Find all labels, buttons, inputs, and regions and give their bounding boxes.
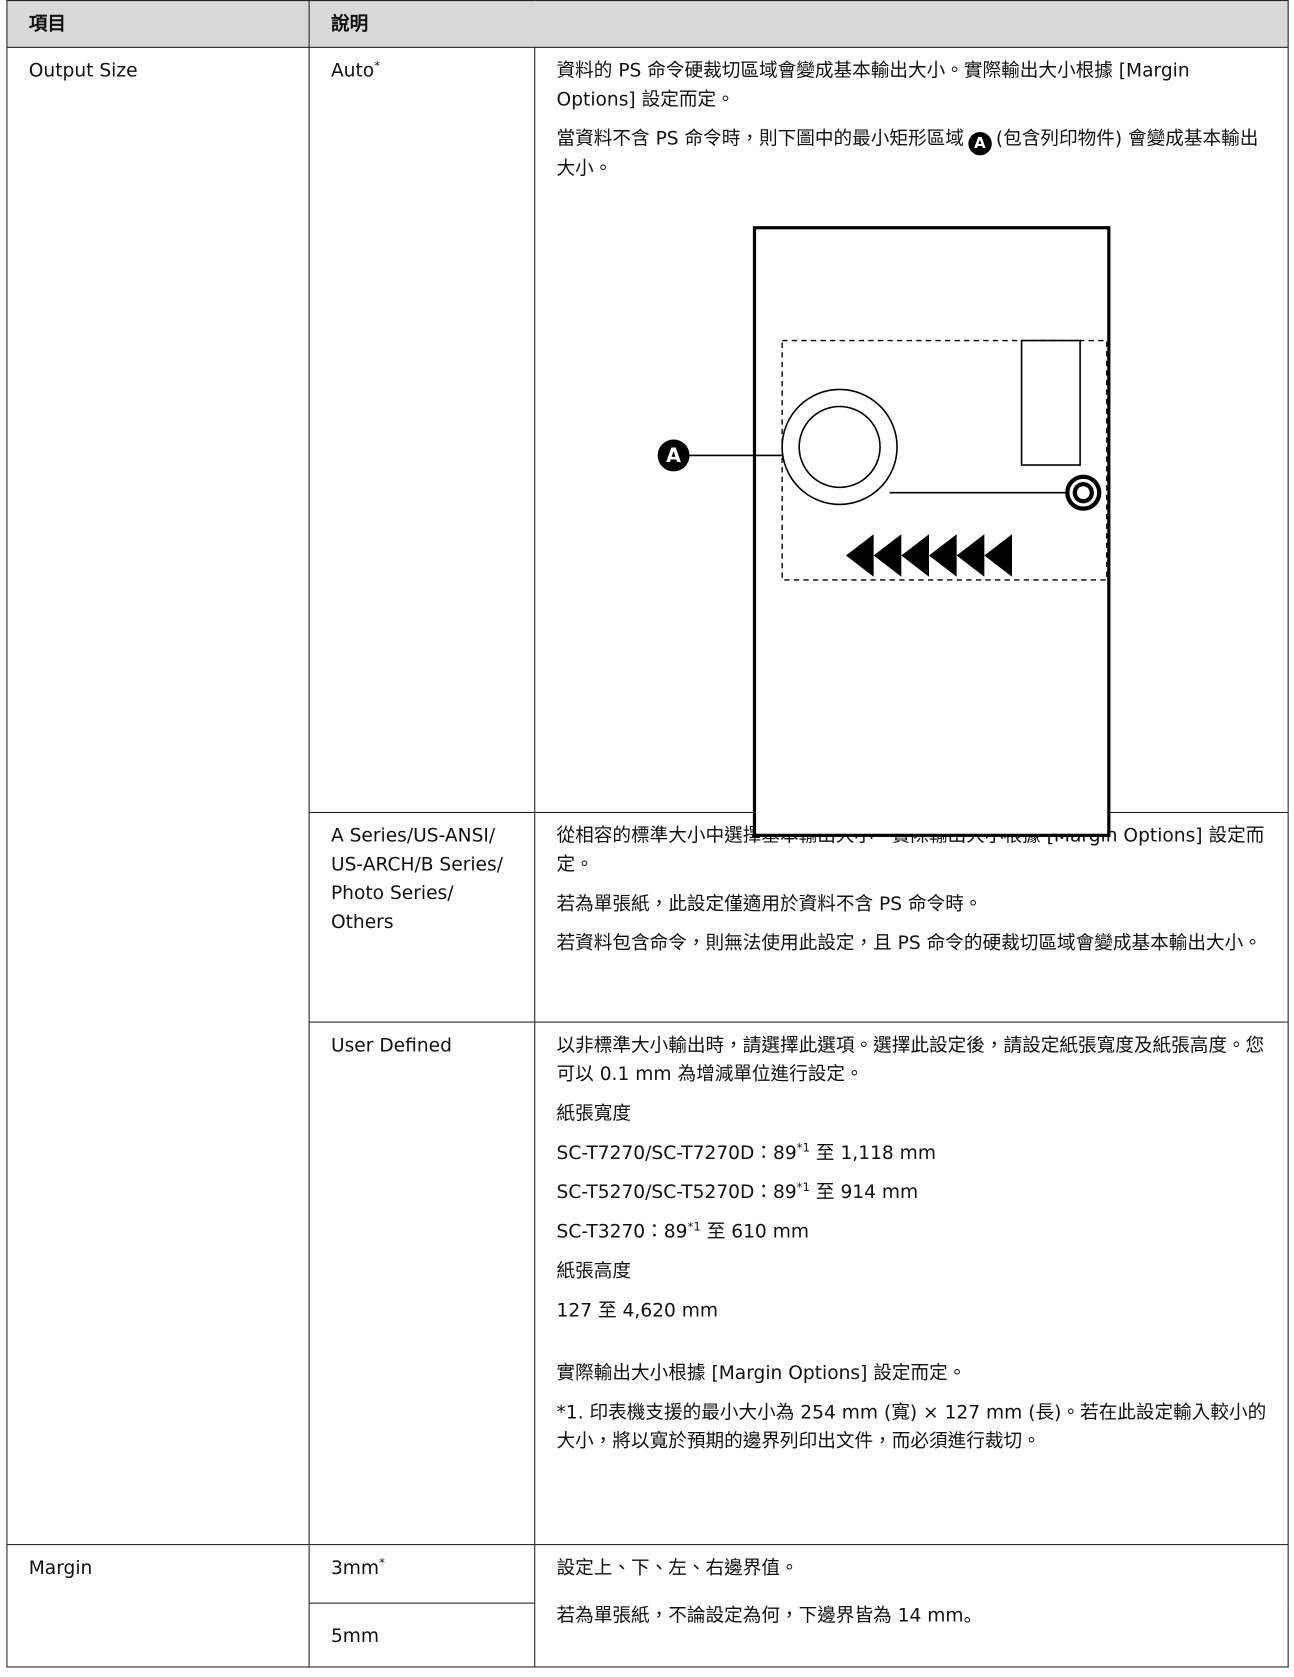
text: (包含列印物件) 會變成基本輸出大小。 [556,128,1259,180]
option-line: Others [330,911,394,934]
paragraph: SC-T7270/SC-T7270D：89*1 至 1,118 mm [557,1140,1267,1169]
circle [798,405,881,489]
paragraph: 紙張寬度 [556,1103,632,1125]
paragraph: 127 至 4,620 mm [556,1300,719,1322]
paragraph: 紙張高度 [556,1261,632,1283]
option-line: A Series/US-ANSI/ [330,825,496,848]
option-line: US-ARCH/B Series/ [330,854,503,876]
text: 至 610 mm [700,1221,809,1243]
paragraph: 當資料不含 PS 命令時，則下圖中的最小矩形區域 A (包含列印物件) 會變成基本輸… [557,126,1267,185]
text: SC-T5270/SC-T5270D：89 [556,1182,797,1204]
row: 5mm [7,1602,1288,1668]
header-cell: 說明 [308,0,1289,48]
footnote-ref: *1 [796,1140,810,1155]
default-mark: * [374,58,381,73]
option: 3mm [330,1557,380,1580]
option-cell: A Series/US-ANSI/ US-ARCH/B Series/ Phot… [308,811,536,1023]
header-row: 項目 說明 [6,0,1289,48]
option-line: Photo Series/ [330,883,454,905]
paper [752,226,1111,837]
paragraph: SC-T5270/SC-T5270D：89*1 至 914 mm [557,1179,1267,1208]
item-cell: Margin [6,1544,310,1668]
footnote-ref: *1 [687,1219,701,1234]
paragraph: SC-T3270：89*1 至 610 mm [557,1218,1267,1247]
diagram: A [657,226,1111,837]
text: SC-T3270：89 [556,1221,688,1243]
description-cell: 以非標準大小輸出時，請選擇此選項。選擇此設定後，請設定紙張寬度及紙張高度。您可以… [534,1021,1289,1546]
text: SC-T7270/SC-T7270D：89 [556,1142,797,1165]
circle [781,388,898,506]
text: 至 1,118 mm [809,1142,936,1165]
default-mark: * [379,1555,385,1570]
row: A Series/US-ANSI/ US-ARCH/B Series/ Phot… [7,811,1289,1023]
print-area [781,339,1108,581]
paragraph: 資料的 PS 命令硬裁切區域會變成基本輸出大小。實際輸出大小根據 [Margin… [556,60,1190,111]
option-cell: 3mm* [308,1544,536,1604]
paragraph: 若為單張紙，不論設定為何，下邊界皆為 14 mm。 [556,1605,983,1628]
item-cell: Output Size [6,46,310,1546]
rectangle [1020,339,1081,466]
marker-circle [657,439,690,472]
paragraph: 若為單張紙，此設定僅適用於資料不含 PS 命令時。 [556,893,983,916]
footnote-ref: *1 [796,1180,810,1195]
paragraph: 若資料包含命令，則無法使用此設定，且 PS 命令的硬裁切區域會變成基本輸出大小。 [556,933,1262,955]
paragraph: 實際輸出大小根據 [Margin Options] 設定而定。 [556,1363,967,1385]
header-cell: 項目 [6,0,310,48]
text: 當資料不含 PS 命令時，則下圖中的最小矩形區域 [556,128,964,151]
option-cell: Auto* [308,46,536,814]
row: User Defined 以非標準大小輸出時，請選擇此選項。選擇此設定後，請設定… [7,1021,1289,1546]
text: 至 914 mm [809,1182,919,1204]
paragraph: 設定上、下、左、右邊界值。 [556,1557,799,1580]
row: Margin 3mm* 設定上、下、左、右邊界值。 若為單張紙，不論設定為何，下… [6,1544,1289,1668]
arrows [845,534,1012,577]
option: Auto [330,60,375,82]
marker: A [968,131,992,156]
paragraph: 以非標準大小輸出時，請選擇此選項。選擇此設定後，請設定紙張寬度及紙張高度。您可以… [556,1035,1265,1086]
footnote: *1. 印表機支援的最小大小為 254 mm (寬) × 127 mm (長)。… [556,1402,1267,1453]
description-cell: 從相容的標準大小中選擇基本輸出大小。實際輸出大小根據 [Margin Optio… [534,811,1289,1023]
option-cell: 5mm [308,1602,536,1668]
ring [1076,486,1090,500]
option-cell: User Defined [308,1021,536,1546]
description-cell: 設定上、下、左、右邊界值。 若為單張紙，不論設定為何，下邊界皆為 14 mm。 [534,1544,1289,1668]
marker-label: A [666,444,681,467]
